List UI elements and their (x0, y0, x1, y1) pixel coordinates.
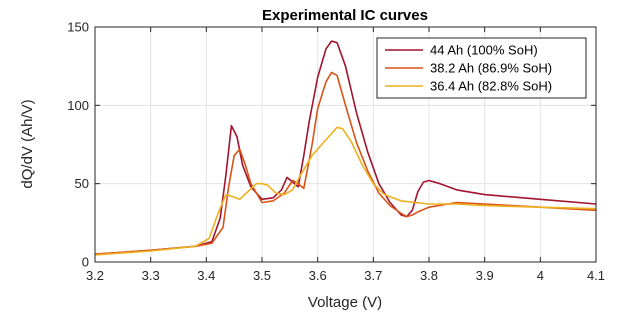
series-line-3 (95, 126, 596, 256)
x-tick-label: 3.8 (420, 268, 438, 283)
x-tick-label: 3.4 (197, 268, 215, 283)
series-line-1 (95, 40, 596, 255)
x-tick-label: 3.2 (86, 268, 104, 283)
y-tick-label: 0 (82, 255, 89, 270)
y-tick-label: 150 (67, 20, 89, 35)
x-tick-label: 4.1 (587, 268, 605, 283)
axes-box (94, 26, 597, 263)
series-line-2 (95, 71, 596, 255)
legend-entry-label: 36.4 Ah (82.8% SoH) (430, 79, 552, 94)
legend-entry-label: 44 Ah (100% SoH) (430, 43, 538, 58)
x-tick-label: 3.5 (253, 268, 271, 283)
axes: 3.2 3.3 3.4 3.5 3.6 3.7 3.8 3.9 4 4.1 0 50 100 150 (67, 20, 605, 284)
legend: 44 Ah (100% SoH) 38.2 Ah (86.9% SoH) 36.4 … (376, 37, 587, 99)
legend-entry-label: 38.2 Ah (86.9% SoH) (430, 61, 552, 76)
y-tick-label: 50 (75, 176, 89, 191)
y-axis-label: dQ/dV (Ah/V) (19, 99, 36, 188)
x-tick-label: 3.3 (142, 268, 160, 283)
series-lines (95, 40, 596, 256)
x-tick-label: 3.9 (476, 268, 494, 283)
y-tick-label: 100 (67, 98, 89, 113)
chart-title: Experimental IC curves (262, 7, 428, 24)
x-axis-label: Voltage (V) (308, 294, 382, 311)
x-tick-label: 3.7 (364, 268, 382, 283)
x-tick-label: 3.6 (309, 268, 327, 283)
x-tick-label: 4 (537, 268, 544, 283)
